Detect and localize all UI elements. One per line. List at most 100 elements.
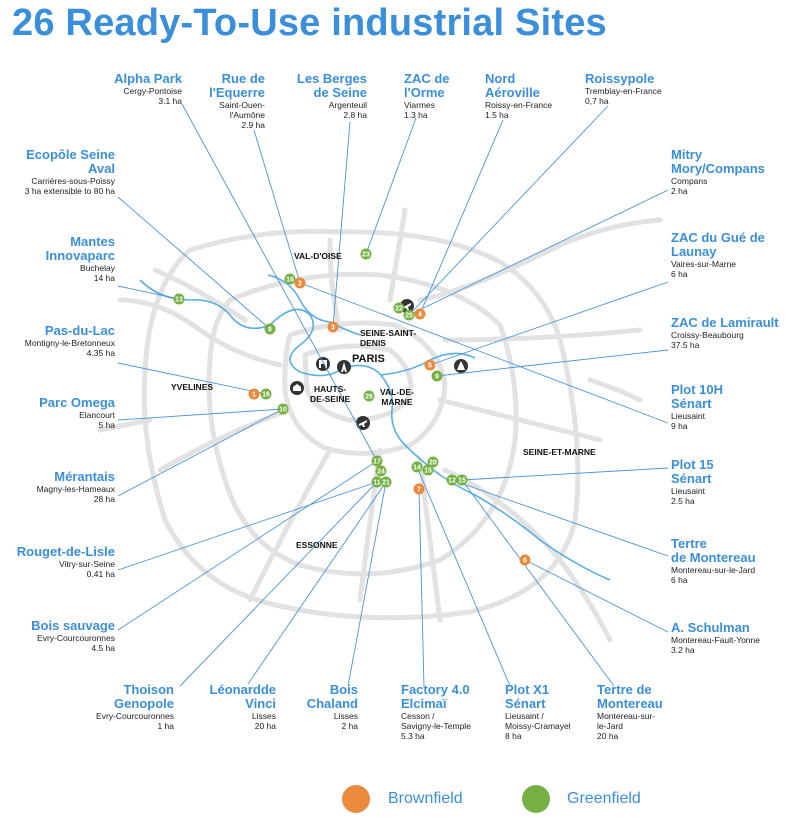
marker-number: 16 — [262, 392, 270, 399]
site-label-zac-de-lamirault: ZAC de Lamirault Croissy-Beaubourg 37.5 … — [671, 316, 779, 351]
site-marker-brownfield[interactable]: 7 — [413, 483, 425, 495]
site-label-plot-10h-senart: Plot 10H Sénart Lieusaint 9 ha — [671, 382, 724, 432]
site-marker-brownfield[interactable]: 4 — [414, 308, 426, 320]
marker-dot — [411, 461, 423, 473]
site-label-parc-omega: Parc Omega Elancourt 5 ha — [39, 395, 115, 431]
site-marker-greenfield[interactable]: 23 — [360, 248, 372, 260]
marker-number: 12 — [448, 478, 456, 485]
marker-dot — [424, 359, 436, 371]
marker-number: 15 — [424, 468, 432, 475]
site-label-zac-de-lorme: ZAC de l'Orme Viarmes 1.3 ha — [404, 72, 450, 121]
site-marker-brownfield[interactable]: 3 — [327, 321, 339, 333]
site-name: Parc Omega — [39, 395, 115, 410]
site-marker-greenfield[interactable]: 11 — [371, 476, 383, 488]
dept-label-yvelines: YVELINES — [171, 382, 214, 392]
site-label-tertre-de-montereau-20ha: Tertre de Montereau Montereau-sur- le-Ja… — [597, 683, 663, 742]
leader-line — [117, 408, 284, 421]
site-marker-brownfield[interactable]: 5 — [424, 359, 436, 371]
marker-number: 14 — [413, 465, 421, 472]
site-marker-greenfield[interactable]: 17 — [371, 455, 383, 467]
site-marker-greenfield[interactable]: 18 — [284, 273, 296, 285]
leader-line — [418, 488, 425, 687]
marker-number: 26 — [365, 394, 373, 401]
site-marker-greenfield[interactable]: 20 — [427, 456, 439, 468]
site-marker-brownfield[interactable]: 2 — [294, 277, 306, 289]
site-name: A. Schulman — [671, 620, 750, 635]
site-label-roissypole: Roissypole Tremblay-en-France 0,7 ha — [585, 72, 662, 107]
leader-line — [416, 466, 511, 687]
site-marker-greenfield[interactable]: 24 — [375, 465, 387, 477]
marker-number: 6 — [523, 558, 527, 565]
site-name: Rouget-de-Lisle — [16, 544, 115, 559]
marker-dot — [248, 388, 260, 400]
leader-line — [253, 129, 301, 284]
site-location: Lisses — [251, 711, 276, 721]
site-name: Plot 10H Sénart — [671, 382, 724, 411]
site-marker-greenfield[interactable]: 9 — [431, 370, 443, 382]
site-marker-greenfield[interactable]: 8 — [264, 323, 276, 335]
leader-line — [117, 285, 180, 300]
dept-label-hauts-de-seine: HAUTS- DE-SEINE — [310, 384, 351, 404]
site-marker-greenfield[interactable]: 12 — [446, 474, 458, 486]
site-label-thoison-genopole: Thoison Genopole Evry-Courcouronnes 1 ha — [96, 683, 174, 732]
marker-number: 7 — [417, 487, 421, 494]
site-marker-greenfield[interactable]: 15 — [456, 474, 468, 486]
site-name: Pas-du-Lac — [44, 323, 115, 338]
site-marker-greenfield[interactable]: 13 — [173, 293, 185, 305]
site-area: 28 ha — [93, 494, 115, 504]
marker-dot — [260, 388, 272, 400]
site-location: Evry-Courcouronnes — [37, 633, 115, 643]
site-marker-greenfield[interactable]: 26 — [363, 390, 375, 402]
site-marker-greenfield[interactable]: 22 — [393, 302, 405, 314]
marker-number: 13 — [175, 297, 183, 304]
marker-number: 20 — [429, 460, 437, 467]
marker-number: 18 — [286, 277, 294, 284]
marker-dot — [456, 474, 468, 486]
site-location: Saint-Ouen- l'Aumône — [219, 100, 265, 120]
site-label-mantes-innovaparc: Mantes Innovaparc Buchelay 14 ha — [46, 235, 115, 284]
legend-greenfield-swatch — [522, 785, 550, 813]
palace-icon — [290, 381, 304, 395]
site-label-plot-x1-senart: Plot X1 Sénart Lieusaint / Moissy-Cramay… — [505, 683, 571, 742]
site-label-alpha-park: Alpha Park Cergy-Pontoise 3.1 ha — [114, 72, 182, 107]
marker-number: 17 — [373, 459, 381, 466]
site-area: 14 ha — [93, 273, 115, 283]
site-marker-greenfield[interactable]: 21 — [380, 476, 392, 488]
marker-number: 3 — [331, 325, 335, 332]
site-area: 1 ha — [157, 721, 174, 731]
leader-line — [347, 481, 387, 687]
site-marker-greenfield[interactable]: 16 — [260, 388, 272, 400]
marker-number: 10 — [279, 407, 287, 414]
site-label-factory-4-elcimai: Factory 4.0 Elcimaï Cesson / Savigny-le-… — [401, 682, 471, 742]
site-area: 6 ha — [671, 269, 688, 279]
marker-number: 22 — [395, 306, 403, 313]
site-location: Cesson / Savigny-le-Temple — [401, 711, 471, 731]
site-marker-brownfield[interactable]: 6 — [519, 554, 531, 566]
site-location: Montereau-sur-le-Jard — [671, 565, 756, 575]
site-marker-brownfield[interactable]: 1 — [248, 388, 260, 400]
site-location: Elancourt — [79, 410, 115, 420]
site-name: Factory 4.0 Elcimaï — [401, 682, 470, 711]
marker-dot — [371, 455, 383, 467]
site-marker-greenfield[interactable]: 15 — [422, 464, 434, 476]
site-area: 20 ha — [597, 731, 619, 741]
site-marker-greenfield[interactable]: 10 — [277, 403, 289, 415]
site-location: Croissy-Beaubourg — [671, 330, 744, 340]
site-name: Nord Aéroville — [485, 71, 540, 100]
leader-line — [332, 121, 351, 328]
site-area: 2 ha — [671, 186, 688, 196]
dept-label-val-doise: VAL-D'OISE — [294, 251, 342, 261]
site-area: 3.1 ha — [158, 96, 182, 106]
site-marker-greenfield[interactable]: 25 — [403, 309, 415, 321]
site-area: 4.35 ha — [86, 348, 115, 358]
site-marker-greenfield[interactable]: 14 — [411, 461, 423, 473]
site-area: 3.2 ha — [671, 645, 695, 655]
leader-line — [117, 481, 378, 571]
leader-line — [461, 479, 615, 687]
marker-dot — [422, 464, 434, 476]
site-label-rouget-de-lisle: Rouget-de-Lisle Vitry-sur-Seine 0.41 ha — [16, 544, 115, 580]
leader-line — [117, 408, 284, 497]
legend-brownfield-label: Brownfield — [388, 790, 463, 807]
leader-line — [419, 119, 504, 315]
